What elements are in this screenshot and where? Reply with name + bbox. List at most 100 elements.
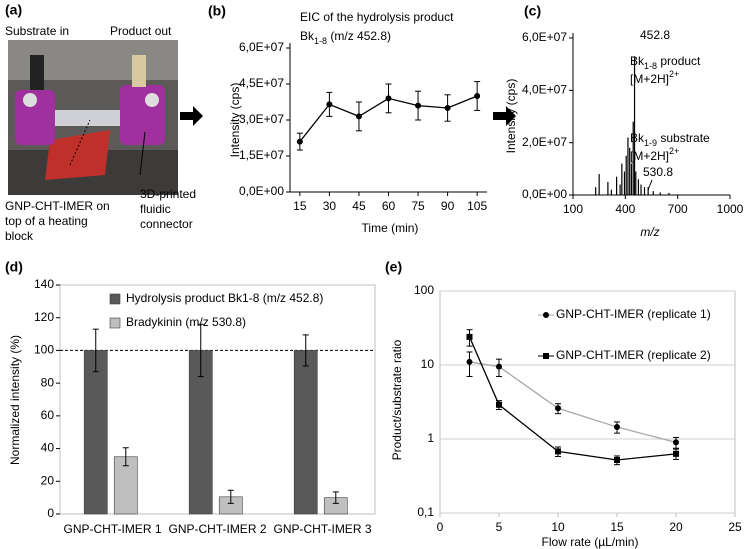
y-tick-label: 6,0E+07 [239,40,284,54]
subscript: 1-9 [644,138,657,148]
marker [673,439,679,446]
plot-frame [59,284,376,515]
y-tick-label: 80 [41,375,55,389]
arrow [493,106,516,126]
legend-swatch [109,317,121,329]
y-axis-label: Normalized intensity (%) [8,335,22,465]
marker [614,424,620,431]
x-tick-label: 10 [551,520,565,534]
marker [326,101,333,108]
x-tick-label: 0 [437,520,444,534]
annotation: Bk1-9 substrate [630,131,710,148]
error-bar [92,328,99,373]
panel-label: (d) [5,259,23,275]
y-tick-label: 10 [421,357,435,371]
y-tick-label: 1 [427,431,434,445]
x-axis-label: Time (min) [362,221,419,235]
connector-label: 3D-printed [140,187,196,201]
photo [8,40,178,195]
annotation: 530.8 [643,165,673,179]
y-axis-label: Product/substrate ratio [390,339,404,460]
x-tick-label: GNP-CHT-IMER 2 [168,522,266,536]
connector-label: fluidic [140,202,171,216]
x-tick-label: 15 [610,520,624,534]
y-tick-label: 0,0E+00 [522,187,567,201]
legend-swatch [109,293,121,305]
x-tick-label: 75 [411,199,425,213]
x-tick-label: GNP-CHT-IMER 3 [273,522,371,536]
marker [496,363,502,370]
marker [355,113,362,120]
marker [474,93,481,99]
legend-marker [543,353,549,359]
superscript: 2+ [669,146,679,156]
outlet-label: Product out [110,24,172,38]
panel-label: (b) [208,3,226,19]
x-axis-label: m/z [640,225,659,239]
x-tick-label: 400 [615,202,635,216]
label-text: 452.8 [640,28,670,42]
chart-title: EIC of the hydrolysis product [300,10,454,24]
x-tick-label: 20 [669,520,683,534]
label-text: [M+2H] [630,72,669,86]
marker [555,448,561,455]
x-tick-label: 90 [441,199,455,213]
label-text: [M+2H] [630,149,669,163]
error-bar [332,491,339,504]
x-tick-label: GNP-CHT-IMER 1 [63,522,161,536]
y-axis-label: Intensity (cps) [228,83,242,158]
x-tick-label: 5 [496,520,503,534]
annotation: Bk1-8 product [630,54,701,71]
label-text: 530.8 [643,165,673,179]
panel-label: (c) [524,3,541,19]
y-tick-label: 0 [47,506,54,520]
panel-label: (a) [5,2,22,18]
arrow [180,106,203,126]
plot-frame [439,290,736,514]
marker [673,450,679,457]
x-tick-label: 105 [467,199,487,213]
label-text: Bk [630,54,645,68]
panel-label: (e) [385,259,402,275]
x-tick-label: 30 [323,199,337,213]
y-tick-label: 0,0E+00 [239,184,284,198]
y-tick-label: 120 [34,310,54,324]
y-tick-label: 40 [41,441,55,455]
marker [385,95,392,102]
marker [466,358,473,365]
annotation: Bk1-8 (m/z 452.8) [300,29,391,46]
imer-label: block [5,229,34,243]
annotation: [M+2H]2+ [630,146,679,163]
marker [466,333,473,340]
annotation-arrow [647,179,653,191]
x-tick-label: 45 [352,199,366,213]
marker [444,105,451,111]
x-tick-label: 60 [382,199,396,213]
marker [555,405,561,412]
x-tick-label: 1000 [717,202,744,216]
x-tick-label: 25 [728,520,742,534]
annotation: 452.8 [640,28,670,42]
bar [83,350,108,515]
legend-marker [543,312,549,318]
y-tick-label: 0,1 [417,505,434,519]
marker [614,457,620,464]
y-tick-label: 3,0E+07 [239,112,284,126]
y-tick-label: 100 [414,283,434,297]
label-text: substrate [657,131,710,145]
error-bar [197,323,204,378]
subscript: 1-8 [314,36,327,46]
label-text: Bk [630,131,645,145]
legend-label: Hydrolysis product Bk1-8 (m/z 452.8) [126,291,323,305]
y-tick-label: 6,0E+07 [522,30,567,44]
x-tick-label: 15 [293,199,307,213]
y-tick-label: 60 [41,408,55,422]
x-tick-label: 100 [563,202,583,216]
legend-label: Bradykinin (m/z 530.8) [126,315,246,329]
imer-label: GNP-CHT-IMER on [5,199,110,213]
label-text: product [657,54,701,68]
label-text: Bk [300,29,315,43]
bar [293,350,318,515]
inlet-label: Substrate in [5,24,69,38]
y-tick-label: 2,0E+07 [522,135,567,149]
